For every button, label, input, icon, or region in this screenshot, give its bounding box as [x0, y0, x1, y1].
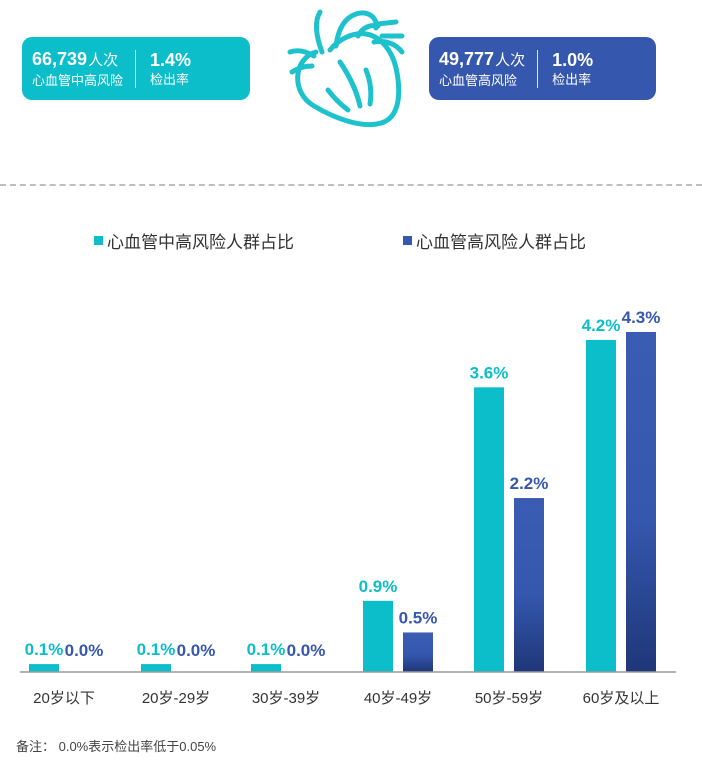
rate-block: 1.0% 检出率	[538, 49, 593, 89]
count-label: 心血管中高风险	[32, 72, 124, 88]
x-tick-label-0: 20岁以下	[33, 690, 95, 707]
bar-mid-high-1	[141, 664, 171, 672]
legend-swatch-blue	[403, 236, 412, 245]
count-unit: 人次	[495, 51, 526, 69]
data-label-mid-high-1: 0.1%	[137, 640, 176, 659]
bar-high-3	[403, 632, 433, 672]
rate-label: 检出率	[150, 71, 190, 87]
legend-label: 心血管中高风险人群占比	[107, 233, 294, 252]
count-unit: 人次	[88, 51, 119, 69]
data-label-high-5: 4.3%	[622, 308, 661, 327]
bar-mid-high-5	[586, 339, 616, 672]
count-value: 66,739人次	[32, 48, 119, 69]
data-label-mid-high-5: 4.2%	[582, 316, 621, 335]
footnote: 备注： 0.0%表示检出率低于0.05%	[16, 739, 217, 754]
x-tick-label-4: 50岁-59岁	[475, 690, 543, 707]
rate-value: 1.0%	[552, 49, 594, 70]
data-label-high-4: 2.2%	[510, 474, 549, 493]
legend-swatch-teal	[94, 236, 103, 245]
bar-mid-high-3	[363, 600, 393, 672]
data-label-high-3: 0.5%	[399, 608, 438, 627]
card-divider	[135, 49, 137, 88]
data-label-high-2: 0.0%	[287, 641, 326, 660]
bar-chart: 0.1% 0.0% 0.1% 0.0% 0.1% 0.0%0.9%0.5%3.6%2.2%…	[20, 308, 676, 707]
data-label-high-1: 0.0%	[177, 641, 216, 660]
x-tick-label-2: 30岁-39岁	[252, 690, 320, 707]
rate-block: 1.4% 检出率	[136, 49, 191, 89]
legend-item-mid-high: 心血管中高风险人群占比	[94, 228, 294, 253]
bar-mid-high-2	[251, 664, 281, 672]
count-label: 心血管高风险	[439, 72, 518, 88]
data-label-mid-high-3: 0.9%	[359, 577, 398, 596]
count-value: 49,777人次	[439, 48, 526, 69]
data-label-high-0: 0.0%	[65, 641, 104, 660]
bar-high-5	[626, 332, 656, 672]
rate-label: 检出率	[552, 71, 592, 87]
card-divider	[537, 49, 539, 88]
x-tick-label-5: 60岁及以上	[583, 690, 660, 707]
bar-mid-high-4	[474, 387, 504, 672]
data-label-mid-high-0: 0.1%	[25, 640, 64, 659]
x-tick-label-3: 40岁-49岁	[364, 690, 432, 707]
x-tick-label-1: 20岁-29岁	[142, 690, 210, 707]
data-label-mid-high-4: 3.6%	[470, 363, 509, 382]
data-label-mid-high-2: 0.1%	[247, 640, 286, 659]
stat-card-high-risk: 49,777人次 心血管高风险 1.0% 检出率	[429, 37, 656, 100]
stat-card-mid-high-risk: 66,739人次 心血管中高风险 1.4% 检出率	[22, 37, 250, 100]
count-block: 66,739人次 心血管中高风险	[22, 48, 123, 90]
heart-icon	[287, 9, 405, 128]
section-divider	[0, 184, 702, 186]
rate-value: 1.4%	[150, 49, 192, 70]
legend-label: 心血管高风险人群占比	[416, 233, 586, 252]
count-block: 49,777人次 心血管高风险	[429, 48, 525, 90]
legend-item-high: 心血管高风险人群占比	[403, 228, 586, 253]
chart-legend: 心血管中高风险人群占比 心血管高风险人群占比	[0, 228, 702, 252]
bar-high-4	[514, 498, 544, 672]
bar-mid-high-0	[29, 664, 59, 672]
